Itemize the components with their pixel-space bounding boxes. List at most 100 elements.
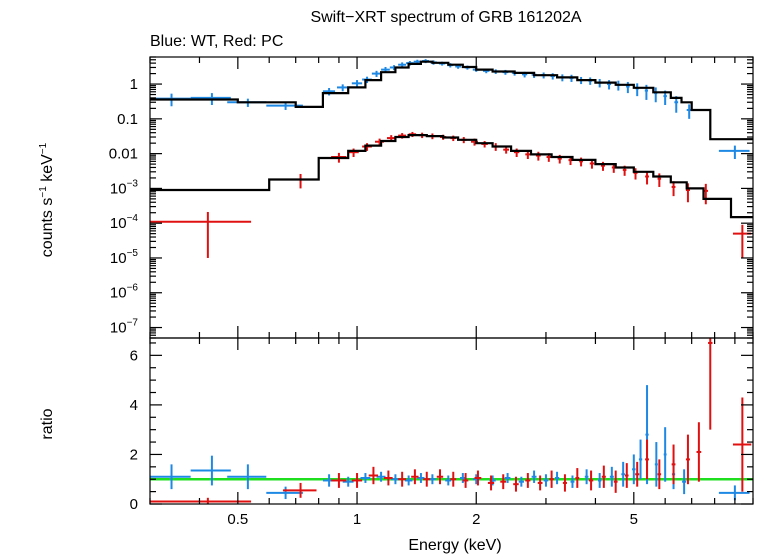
ratio-point-pc [384,470,393,486]
ratio-point-pc [450,471,457,487]
ratio-point-pc [671,444,676,485]
tick-exp: −3 [127,178,139,189]
top-y-tick-label: 1 [130,76,138,93]
ratio-point-wt [360,473,371,483]
ratio-point-pc [423,471,431,487]
ratio-point-wt [663,427,667,482]
ratio-point-pc [398,471,407,487]
ratio-y-axis: 0 2 4 6 [130,342,753,513]
ratio-point-wt [504,473,511,483]
ratio-point-wt [518,476,524,487]
ratio-point-pc [696,422,702,482]
top-panel-frame [149,56,754,339]
ratio-point-wt [654,442,658,487]
top-y-tick-label: 10−4 [110,213,139,232]
top-y-tick-label: 10−7 [110,318,139,337]
ratio-point-pc [685,434,690,485]
ratio-point-wt [531,470,537,483]
ratio-point-pc [708,338,713,430]
tick-base: 10 [110,320,127,337]
top-y-axis-label: counts s−1 keV−1 [38,142,56,257]
top-y-label-base: counts s [39,198,56,258]
top-y-label-sup2: −1 [38,142,49,154]
ratio-point-wt [570,475,575,488]
ratio-point-pc [500,474,507,490]
ratio-point-wt [621,461,625,487]
ratio-point-wt [376,471,386,482]
x-axis-label: Energy (keV) [408,537,501,554]
top-y-tick-label: 10−6 [110,283,139,302]
ratio-point-pc [368,466,379,485]
data-point-pc [589,159,595,169]
ratio-point-pc [331,473,347,488]
data-point-wt [336,84,349,92]
tick-base: 10 [110,215,127,232]
ratio-point-pc [645,439,649,480]
data-point-pc [525,150,531,160]
ratio-point-wt [404,475,413,486]
ratio-point-pc [474,470,482,486]
ratio-point-pc [411,469,419,485]
data-point-pc [671,181,676,197]
ratio-point-pc [732,397,752,492]
top-y-tick-label: 0.01 [109,146,138,163]
ratio-point-wt [266,486,303,500]
x-axis: 0.5 1 2 5 [149,338,754,528]
ratio-point-pc [635,461,640,487]
data-point-wt [266,102,303,110]
ratio-point-pc [562,474,567,492]
ratio-y-axis-label: ratio [39,408,56,439]
ratio-point-wt [718,485,750,501]
ratio-y-tick-label: 6 [130,347,138,364]
ratio-point-pc [436,469,444,485]
ratio-point-pc [351,473,363,488]
data-point-wt [351,80,363,88]
data-point-wt [718,145,750,160]
data-point-wt [626,81,630,94]
data-point-pc [535,151,541,161]
ratio-point-wt [554,471,560,485]
model-line [150,60,753,141]
top-y-tick-label: 10−3 [110,178,139,197]
ratio-point-pc [588,470,594,491]
data-point-wt [371,70,382,77]
tick-exp: −5 [127,248,139,259]
ratio-point-wt [342,476,354,487]
ratio-point-wt [391,474,400,485]
ratio-point-wt [543,474,549,487]
ratio-point-pc [657,459,662,490]
model-line [150,134,753,219]
ratio-point-pc [525,473,531,488]
ratio-point-wt [190,455,231,486]
ratio-panel: 0 2 4 6 0.5 1 2 5 [130,337,754,528]
tick-exp: −6 [127,283,139,294]
ratio-point-wt [609,466,614,487]
ratio-y-tick-label: 4 [130,397,138,414]
ratio-point-pc [150,497,252,504]
ratio-y-tick-label: 2 [130,446,138,463]
ratio-point-pc [282,482,317,498]
ratio-point-pc [624,463,629,488]
top-y-tick-label: 10−5 [110,248,139,267]
ratio-point-wt [632,454,636,485]
top-x-ticks [149,57,754,338]
top-data-layer [150,59,753,258]
top-y-tick-label: 0.1 [117,111,138,128]
data-point-pc [503,146,510,154]
ratio-y-tick-label: 0 [130,496,138,513]
ratio-point-wt [638,439,643,480]
ratio-point-pc [549,470,554,488]
x-tick-label: 5 [630,511,638,528]
ratio-point-pc [462,473,469,488]
ratio-point-wt [597,473,602,488]
tick-base: 10 [110,250,127,267]
tick-exp: −4 [127,213,139,224]
ratio-point-pc [601,465,606,488]
tick-exp: −7 [127,318,139,329]
ratio-point-pc [537,475,543,491]
data-point-pc [685,183,690,203]
data-point-pc [645,171,649,185]
chart-subtitle: Blue: WT, Red: PC [150,33,283,50]
